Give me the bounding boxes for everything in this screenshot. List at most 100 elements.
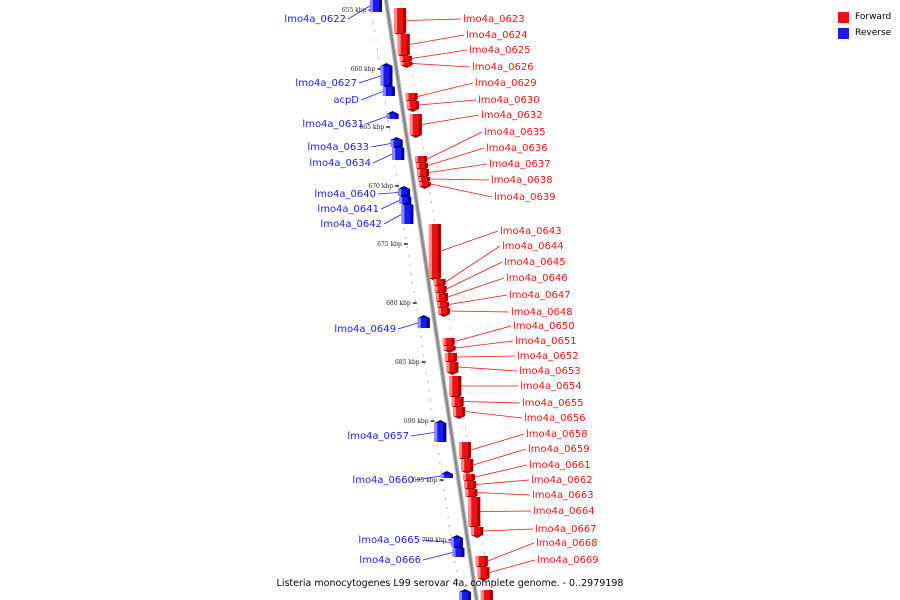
gene-body [463, 474, 476, 480]
gene-highlight [463, 474, 467, 480]
forward-gene [437, 308, 450, 317]
gene-highlight [401, 205, 405, 224]
gene-highlight [415, 163, 419, 168]
forward-gene-label: lmo4a_0635 [484, 127, 546, 138]
guide-dot [395, 174, 397, 176]
forward-gene-label: lmo4a_0664 [533, 506, 595, 517]
forward-gene-label: lmo4a_0662 [531, 475, 593, 486]
gene-shade [467, 442, 471, 458]
gene-leader-line [489, 559, 536, 573]
scale-tick-label: 685 kbp [395, 359, 420, 366]
gene-highlight [417, 169, 421, 176]
gene-shade [442, 279, 446, 285]
gene-leader-line [487, 542, 535, 562]
reverse-gene-label: lmo4a_0649 [334, 324, 396, 335]
reverse-gene [434, 420, 447, 442]
guide-dot [409, 264, 411, 266]
gene-highlight [471, 527, 475, 535]
gene-arrow [440, 471, 453, 474]
gene-leader-line [372, 153, 393, 164]
reverse-gene-label: lmo4a_0622 [284, 14, 346, 25]
reverse-gene-label: lmo4a_0631 [302, 119, 364, 130]
forward-gene [428, 224, 441, 281]
scale-tick-label: 695 kbp [413, 477, 438, 484]
gene-highlight [436, 302, 440, 307]
guide-dot [412, 282, 414, 284]
gene-arrow [437, 314, 450, 317]
forward-gene [461, 459, 474, 474]
guide-dot [422, 147, 424, 149]
guide-dot [436, 444, 438, 446]
gene-shade [452, 346, 456, 350]
gene-highlight [434, 423, 438, 442]
gene-body [471, 527, 484, 535]
scale-tick-label: 680 kbp [386, 300, 411, 307]
reverse-gene-label: lmo4a_0657 [347, 431, 409, 442]
scale-tick-label: 660 kbp [351, 66, 376, 73]
gene-shade [391, 87, 395, 96]
gene-leader-line [465, 411, 523, 419]
guide-dot [414, 300, 417, 302]
gene-shade [427, 177, 431, 181]
gene-shade [472, 474, 476, 480]
gene-shade [446, 308, 450, 314]
reverse-gene-label: acpD [333, 95, 359, 106]
guide-dot [447, 516, 449, 518]
forward-gene-label: lmo4a_0668 [536, 538, 598, 549]
forward-gene [397, 34, 410, 58]
guide-dot [408, 255, 410, 257]
gene-leader-line [411, 49, 468, 59]
guide-dot [448, 525, 450, 527]
gene-highlight [461, 459, 465, 471]
gene-shade [424, 163, 428, 168]
forward-gene-label: lmo4a_0651 [515, 336, 577, 347]
forward-gene-label: lmo4a_0663 [532, 490, 594, 501]
gene-arrow [409, 135, 422, 138]
gene-shade [467, 592, 471, 600]
gene-leader-line [447, 277, 505, 298]
forward-gene [477, 567, 490, 581]
gene-shade [408, 56, 412, 61]
gene-leader-line [483, 528, 534, 532]
gene-highlight [440, 474, 444, 478]
gene-shade [406, 34, 410, 55]
gene-body [453, 407, 466, 416]
gene-highlight [468, 497, 472, 526]
gene-shade [437, 224, 441, 278]
gene-shade [473, 481, 477, 488]
gene-leader-line [421, 114, 480, 125]
gene-arrow [452, 545, 465, 548]
reverse-gene [399, 194, 412, 204]
reverse-gene-partial [458, 589, 471, 600]
gene-shade [389, 66, 393, 86]
guide-dot [428, 390, 430, 392]
gene-highlight [475, 556, 479, 566]
gene-body [443, 346, 456, 350]
reverse-gene [452, 545, 465, 557]
gene-highlight [405, 93, 409, 100]
forward-gene-label: lmo4a_0667 [535, 524, 597, 535]
gene-highlight [390, 140, 394, 147]
gene-leader-line [455, 340, 514, 349]
guide-dot [378, 57, 380, 59]
guide-dot [371, 12, 373, 14]
gene-highlight [453, 407, 457, 416]
gene-leader-line [417, 82, 474, 97]
reverse-gene [440, 471, 453, 478]
gene-arrow [386, 111, 399, 114]
reverse-swatch [838, 27, 849, 39]
guide-dot [421, 138, 423, 140]
gene-arrow [458, 589, 471, 592]
guide-dot [416, 309, 418, 311]
gene-arrow [406, 109, 419, 112]
gene-body [451, 397, 464, 406]
forward-gene [409, 114, 422, 138]
gene-highlight [386, 114, 390, 119]
forward-gene-label: lmo4a_0643 [500, 226, 562, 237]
guide-dot [411, 75, 414, 77]
guide-dot [449, 327, 452, 329]
gene-shade [486, 567, 490, 578]
forward-gene-label: lmo4a_0648 [511, 307, 573, 318]
guide-dot [376, 48, 378, 50]
gene-leader-line [415, 475, 441, 481]
